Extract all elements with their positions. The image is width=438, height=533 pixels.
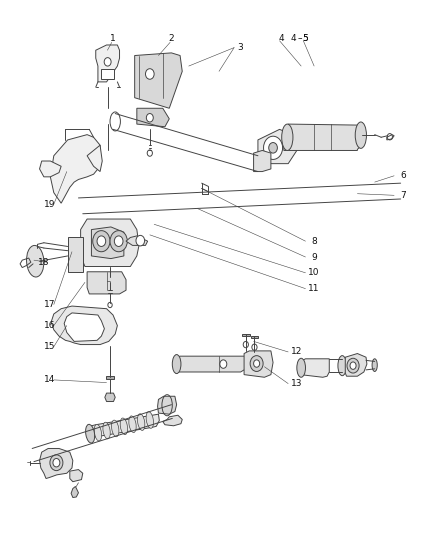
Ellipse shape: [146, 411, 153, 429]
Circle shape: [264, 136, 283, 159]
Text: 8: 8: [311, 237, 317, 246]
Text: 10: 10: [308, 268, 320, 277]
Polygon shape: [106, 277, 114, 280]
Polygon shape: [64, 313, 104, 342]
Circle shape: [106, 278, 113, 287]
Polygon shape: [39, 448, 73, 479]
Text: –: –: [297, 34, 302, 43]
Text: 4: 4: [279, 34, 285, 43]
Text: 15: 15: [44, 342, 55, 351]
Polygon shape: [92, 227, 124, 259]
Polygon shape: [81, 219, 139, 266]
Text: 5: 5: [303, 34, 308, 43]
Polygon shape: [244, 351, 273, 377]
Text: 1: 1: [110, 34, 116, 43]
Ellipse shape: [138, 414, 145, 430]
Circle shape: [347, 358, 359, 373]
Polygon shape: [87, 145, 102, 172]
Polygon shape: [173, 356, 247, 372]
Polygon shape: [101, 69, 114, 79]
Text: 2: 2: [169, 34, 174, 43]
Polygon shape: [50, 135, 100, 203]
Polygon shape: [251, 336, 258, 338]
Polygon shape: [39, 161, 61, 177]
Polygon shape: [242, 334, 250, 336]
Polygon shape: [134, 53, 182, 108]
Ellipse shape: [355, 122, 367, 148]
Polygon shape: [299, 359, 329, 377]
Text: 4: 4: [290, 34, 296, 43]
Text: 14: 14: [44, 375, 55, 384]
Text: 3: 3: [238, 43, 244, 52]
Text: 17: 17: [44, 300, 55, 309]
Polygon shape: [254, 150, 271, 172]
Text: 9: 9: [311, 253, 317, 262]
Ellipse shape: [338, 356, 346, 376]
Polygon shape: [96, 45, 120, 82]
Ellipse shape: [120, 418, 127, 434]
Circle shape: [114, 236, 123, 246]
Text: 16: 16: [44, 321, 55, 330]
Circle shape: [350, 362, 356, 369]
Ellipse shape: [94, 424, 102, 441]
Circle shape: [50, 455, 63, 471]
Text: 13: 13: [291, 379, 303, 388]
Polygon shape: [137, 108, 169, 127]
Circle shape: [53, 458, 60, 467]
Ellipse shape: [282, 124, 293, 150]
Circle shape: [250, 356, 263, 372]
Ellipse shape: [172, 354, 181, 374]
Circle shape: [269, 142, 277, 153]
Polygon shape: [67, 238, 83, 272]
Ellipse shape: [112, 420, 119, 437]
Polygon shape: [126, 236, 148, 245]
Circle shape: [254, 360, 260, 367]
Text: 12: 12: [291, 348, 303, 357]
Circle shape: [93, 231, 110, 252]
Circle shape: [110, 231, 127, 252]
Text: 5: 5: [303, 34, 308, 43]
Polygon shape: [284, 124, 362, 150]
Text: 18: 18: [38, 258, 49, 267]
Text: 6: 6: [400, 171, 406, 180]
Circle shape: [136, 236, 145, 246]
Polygon shape: [345, 353, 367, 376]
Circle shape: [220, 360, 227, 368]
Polygon shape: [71, 487, 78, 497]
Circle shape: [104, 58, 111, 66]
Ellipse shape: [372, 359, 377, 372]
Ellipse shape: [129, 416, 136, 432]
Ellipse shape: [85, 424, 95, 443]
Ellipse shape: [103, 422, 110, 439]
Polygon shape: [51, 306, 117, 344]
Circle shape: [145, 69, 154, 79]
Circle shape: [146, 114, 153, 122]
Polygon shape: [258, 130, 297, 164]
Polygon shape: [105, 393, 115, 401]
Ellipse shape: [27, 245, 44, 277]
Text: 7: 7: [400, 191, 406, 200]
Polygon shape: [87, 272, 126, 294]
Polygon shape: [70, 470, 83, 482]
Polygon shape: [106, 376, 114, 379]
Circle shape: [97, 236, 106, 246]
Ellipse shape: [297, 358, 305, 377]
Polygon shape: [163, 415, 182, 426]
Polygon shape: [158, 396, 177, 414]
Text: 11: 11: [308, 284, 320, 293]
Text: 19: 19: [44, 200, 55, 209]
Polygon shape: [88, 414, 159, 438]
